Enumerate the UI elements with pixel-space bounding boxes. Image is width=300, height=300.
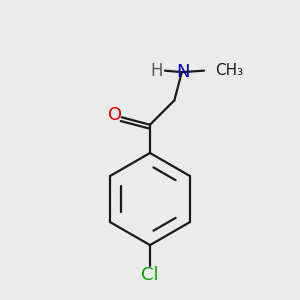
Text: Cl: Cl — [141, 266, 159, 284]
Text: N: N — [176, 63, 190, 81]
Text: CH₃: CH₃ — [215, 63, 243, 78]
Text: H: H — [150, 61, 163, 80]
Text: O: O — [108, 106, 122, 124]
